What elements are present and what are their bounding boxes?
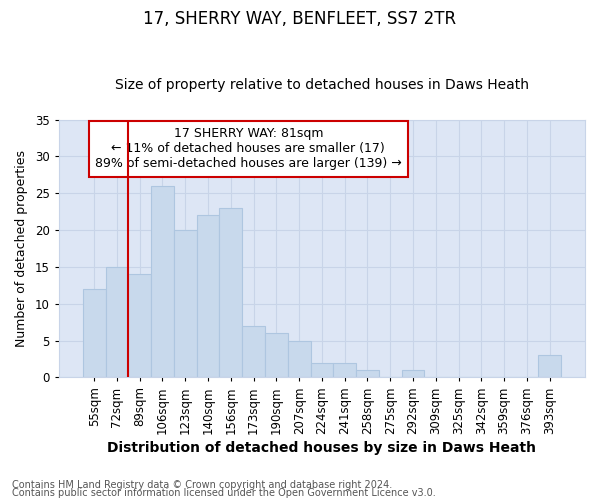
Bar bbox=[83, 289, 106, 378]
Bar bbox=[334, 362, 356, 378]
Text: 17, SHERRY WAY, BENFLEET, SS7 2TR: 17, SHERRY WAY, BENFLEET, SS7 2TR bbox=[143, 10, 457, 28]
Bar bbox=[311, 362, 334, 378]
Bar bbox=[538, 356, 561, 378]
Text: Contains public sector information licensed under the Open Government Licence v3: Contains public sector information licen… bbox=[12, 488, 436, 498]
Bar bbox=[242, 326, 265, 378]
Bar bbox=[265, 333, 288, 378]
Bar bbox=[128, 274, 151, 378]
X-axis label: Distribution of detached houses by size in Daws Heath: Distribution of detached houses by size … bbox=[107, 441, 536, 455]
Bar bbox=[288, 340, 311, 378]
Bar bbox=[106, 267, 128, 378]
Text: 17 SHERRY WAY: 81sqm
← 11% of detached houses are smaller (17)
89% of semi-detac: 17 SHERRY WAY: 81sqm ← 11% of detached h… bbox=[95, 128, 401, 170]
Bar bbox=[401, 370, 424, 378]
Bar bbox=[356, 370, 379, 378]
Bar bbox=[174, 230, 197, 378]
Title: Size of property relative to detached houses in Daws Heath: Size of property relative to detached ho… bbox=[115, 78, 529, 92]
Y-axis label: Number of detached properties: Number of detached properties bbox=[15, 150, 28, 347]
Text: Contains HM Land Registry data © Crown copyright and database right 2024.: Contains HM Land Registry data © Crown c… bbox=[12, 480, 392, 490]
Bar bbox=[151, 186, 174, 378]
Bar bbox=[197, 216, 220, 378]
Bar bbox=[220, 208, 242, 378]
